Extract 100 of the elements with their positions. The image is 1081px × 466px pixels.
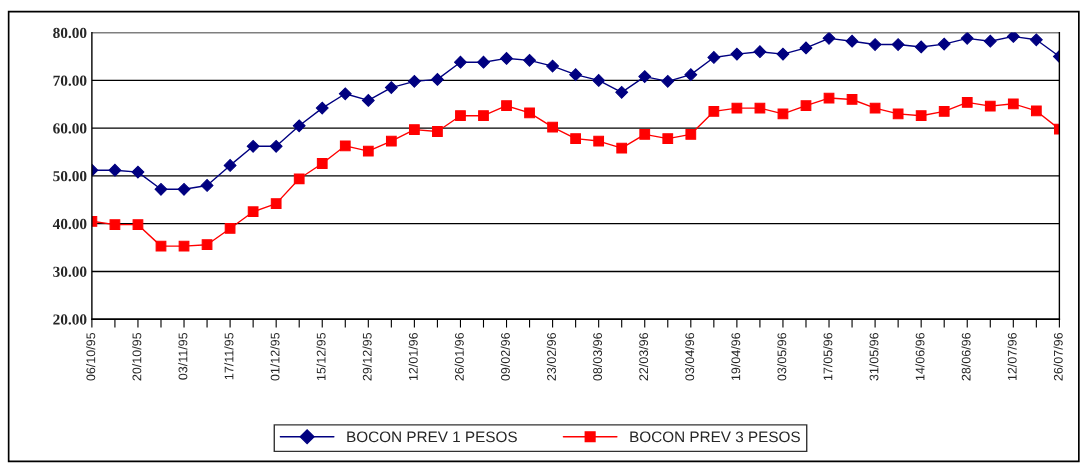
point [569, 68, 583, 82]
point [984, 100, 996, 112]
y-tick-label: 70.00 [53, 75, 87, 86]
point [432, 126, 443, 137]
point [661, 74, 675, 88]
point [822, 32, 836, 45]
point [409, 124, 420, 135]
x-tick-label: 06/10/95 [86, 332, 96, 381]
x-tick-label: 28/06/96 [961, 332, 971, 381]
point [915, 110, 927, 122]
point [961, 96, 973, 108]
point [223, 158, 237, 172]
x-tick-label: 03/04/96 [684, 332, 695, 381]
point [891, 38, 905, 51]
point [592, 73, 606, 87]
point [109, 219, 121, 231]
y-tick-label: 20.00 [53, 314, 87, 325]
x-tick-label: 26/07/96 [1053, 332, 1063, 381]
point [270, 198, 282, 209]
y-tick-label: 80.00 [53, 27, 87, 39]
point [384, 81, 398, 94]
point [154, 182, 168, 196]
point [707, 51, 721, 64]
point [131, 165, 145, 179]
x-tick-label: 08/03/96 [592, 332, 603, 381]
point [546, 59, 560, 73]
point [293, 173, 305, 185]
point [615, 85, 629, 99]
x-tick-label: 26/01/96 [454, 332, 464, 381]
point [685, 128, 697, 140]
x-tick-label: 09/02/96 [500, 332, 510, 381]
legend-label: BOCON PREV 1 PESOS [347, 431, 517, 443]
x-tick-label: 12/07/96 [1007, 332, 1017, 381]
point [132, 219, 144, 231]
x-tick-label: 14/06/96 [915, 332, 925, 381]
point [247, 206, 259, 218]
point [385, 135, 397, 147]
point [339, 140, 351, 152]
point [246, 139, 260, 153]
point [593, 135, 605, 147]
point [960, 32, 974, 45]
x-tick-label: 03/11/95 [178, 332, 188, 380]
point [800, 100, 812, 112]
x-tick-label: 17/11/95 [224, 332, 234, 380]
point [1029, 33, 1043, 47]
point [200, 179, 214, 192]
x-tick-label: 12/01/96 [408, 332, 418, 381]
point [269, 139, 283, 153]
x-tick-label: 15/12/95 [316, 332, 326, 381]
x-tick-label: 23/02/96 [546, 332, 556, 381]
point [361, 94, 375, 107]
point [454, 55, 467, 69]
x-tick-label: 17/05/96 [823, 332, 833, 381]
point [431, 73, 444, 86]
point [868, 38, 882, 51]
point [1030, 105, 1042, 117]
point [638, 70, 652, 83]
point [937, 37, 951, 51]
point [178, 240, 190, 252]
point [799, 41, 813, 55]
point [570, 133, 582, 145]
point [177, 182, 191, 196]
point [1006, 32, 1020, 43]
point [316, 158, 328, 169]
point [914, 40, 928, 54]
point [662, 133, 674, 145]
x-tick-label: 03/05/96 [777, 332, 787, 381]
point [362, 145, 374, 157]
point [455, 110, 466, 122]
point [478, 110, 489, 122]
point [1007, 98, 1019, 110]
x-tick-label: 01/12/95 [270, 332, 280, 381]
point [731, 102, 743, 114]
point [155, 240, 167, 252]
x-tick-label: 20/10/95 [132, 332, 142, 381]
point [684, 68, 698, 82]
point [500, 52, 513, 65]
point [201, 239, 213, 251]
point [523, 53, 536, 67]
y-tick-label: 60.00 [53, 123, 87, 134]
point [407, 74, 421, 88]
y-tick-label: 30.00 [53, 266, 87, 277]
point [777, 108, 789, 120]
point [753, 45, 767, 59]
point [776, 47, 790, 61]
point [938, 106, 950, 117]
point [292, 119, 306, 133]
point [338, 87, 352, 101]
y-tick-label: 50.00 [53, 171, 87, 182]
legend-label: BOCON PREV 3 PESOS [630, 431, 800, 443]
point [730, 47, 744, 61]
point [846, 94, 858, 105]
point [708, 106, 720, 117]
point [477, 55, 490, 69]
point [892, 108, 904, 120]
point [108, 163, 122, 177]
point [315, 101, 329, 115]
x-tick-label: 29/12/95 [362, 332, 372, 381]
point [524, 107, 535, 119]
point [224, 223, 236, 234]
